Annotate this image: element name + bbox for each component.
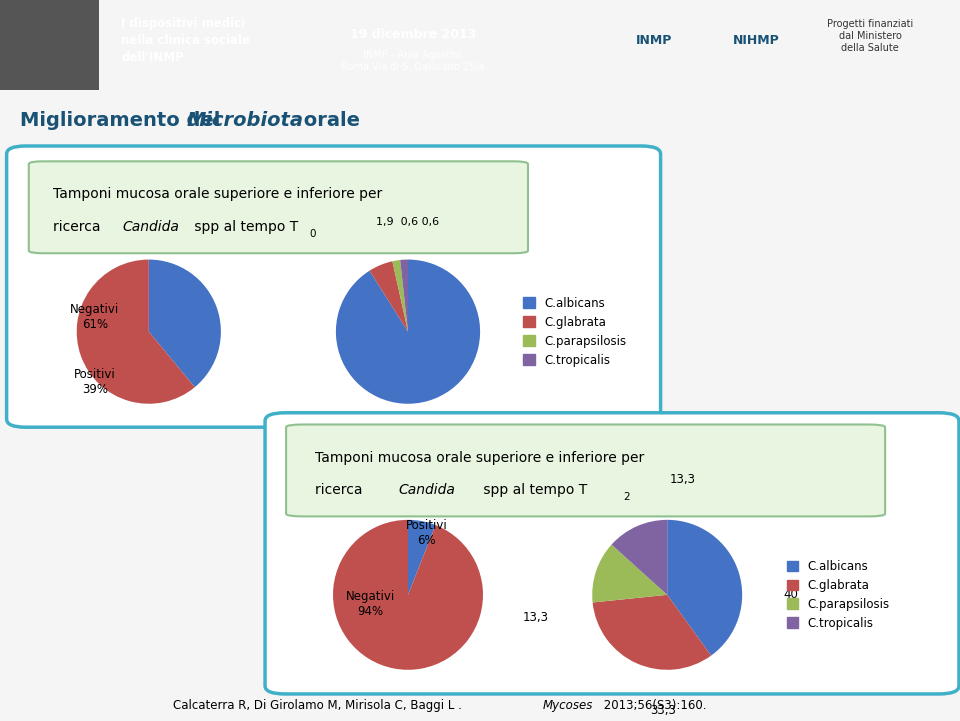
Text: Miglioramento del: Miglioramento del xyxy=(20,111,228,131)
Wedge shape xyxy=(667,520,742,655)
Text: spp al tempo T: spp al tempo T xyxy=(479,483,588,497)
Text: Candida: Candida xyxy=(398,483,455,497)
Text: spp al tempo T: spp al tempo T xyxy=(190,220,298,234)
Text: Negativi
61%: Negativi 61% xyxy=(70,304,119,331)
Wedge shape xyxy=(336,260,480,404)
Wedge shape xyxy=(592,544,667,603)
Wedge shape xyxy=(400,260,408,332)
Wedge shape xyxy=(592,595,711,670)
Text: 33,3: 33,3 xyxy=(651,704,677,717)
Text: Positivi
39%: Positivi 39% xyxy=(74,368,115,396)
Text: orale: orale xyxy=(298,111,360,131)
Legend: C.albicans, C.glabrata, C.parapsilosis, C.tropicalis: C.albicans, C.glabrata, C.parapsilosis, … xyxy=(781,555,895,634)
Text: Microbiota: Microbiota xyxy=(186,111,303,131)
FancyBboxPatch shape xyxy=(29,162,528,253)
Legend: C.albicans, C.glabrata, C.parapsilosis, C.tropicalis: C.albicans, C.glabrata, C.parapsilosis, … xyxy=(518,292,632,371)
FancyBboxPatch shape xyxy=(286,425,885,516)
Wedge shape xyxy=(77,260,195,404)
Text: INMP - Aula Agostini
Roma Via di S. Gallicano 25/a: INMP - Aula Agostini Roma Via di S. Gall… xyxy=(341,50,485,73)
Text: 0: 0 xyxy=(309,229,316,239)
Text: 13,3: 13,3 xyxy=(669,473,695,486)
Text: 19 dicembre 2013: 19 dicembre 2013 xyxy=(349,27,476,41)
Text: ricerca: ricerca xyxy=(53,220,105,234)
Text: 1,9  0,6 0,6: 1,9 0,6 0,6 xyxy=(376,217,440,227)
Text: INMP: INMP xyxy=(636,34,672,47)
Wedge shape xyxy=(333,520,483,670)
FancyBboxPatch shape xyxy=(0,0,100,90)
Text: Negativi
94%: Negativi 94% xyxy=(346,590,396,618)
Text: Mycoses: Mycoses xyxy=(542,699,592,712)
Text: I dispositivi medici
nella clinica sociale
dell'INMP: I dispositivi medici nella clinica socia… xyxy=(121,17,251,64)
Text: Progetti finanziati
dal Ministero
della Salute: Progetti finanziati dal Ministero della … xyxy=(828,19,913,53)
Text: 2: 2 xyxy=(623,492,630,503)
Text: Tamponi mucosa orale superiore e inferiore per: Tamponi mucosa orale superiore e inferio… xyxy=(315,451,644,464)
Wedge shape xyxy=(370,261,408,332)
Text: Candida: Candida xyxy=(123,220,180,234)
Text: Tamponi mucosa orale superiore e inferiore per: Tamponi mucosa orale superiore e inferio… xyxy=(53,187,382,201)
Text: 13,3: 13,3 xyxy=(523,611,549,624)
Wedge shape xyxy=(393,260,408,332)
Text: 40: 40 xyxy=(783,588,799,601)
Text: NIHMP: NIHMP xyxy=(732,34,780,47)
Wedge shape xyxy=(612,520,667,595)
Text: Positivi
6%: Positivi 6% xyxy=(406,519,447,547)
Text: 31,5: 31,5 xyxy=(386,436,412,449)
Text: Calcaterra R, Di Girolamo M, Mirisola C, Baggi L .: Calcaterra R, Di Girolamo M, Mirisola C,… xyxy=(173,699,462,712)
Text: ricerca: ricerca xyxy=(315,483,367,497)
FancyBboxPatch shape xyxy=(265,412,959,694)
Wedge shape xyxy=(408,520,436,595)
FancyBboxPatch shape xyxy=(7,146,660,427)
Wedge shape xyxy=(149,260,221,387)
Text: 2013;56(S3):160.: 2013;56(S3):160. xyxy=(600,699,707,712)
